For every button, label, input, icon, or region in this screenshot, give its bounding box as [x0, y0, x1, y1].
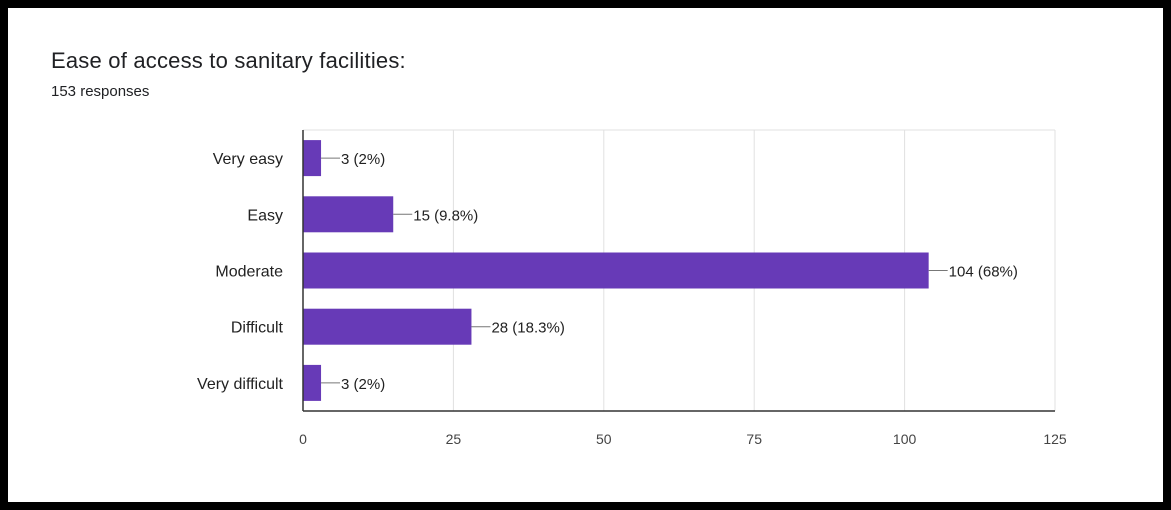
category-label: Difficult	[231, 320, 284, 337]
chart-title: Ease of access to sanitary facilities:	[51, 48, 406, 73]
category-label: Moderate	[215, 264, 283, 281]
bar[interactable]	[303, 308, 472, 345]
category-label: Very difficult	[197, 376, 284, 393]
x-tick-label: 0	[299, 431, 307, 447]
category-label: Easy	[247, 207, 283, 224]
x-tick-label: 50	[596, 431, 612, 447]
bar[interactable]	[303, 364, 322, 401]
bars	[303, 140, 929, 401]
axes	[302, 130, 1055, 412]
bar-chart: 0 25 50 75 100 125 Very easy 3 (2%) Easy 15 (9.8%…	[197, 129, 1067, 447]
labels: 0 25 50 75 100 125 Very easy 3 (2%) Easy 15 (9.8%…	[197, 151, 1067, 447]
x-tick-label: 75	[746, 431, 762, 447]
bar[interactable]	[303, 196, 394, 233]
x-tick-label: 125	[1043, 431, 1067, 447]
bar[interactable]	[303, 140, 322, 177]
x-tick-label: 100	[893, 431, 917, 447]
response-count: 153 responses	[51, 83, 150, 100]
category-label: Very easy	[213, 151, 283, 168]
data-label: 104 (68%)	[949, 264, 1018, 281]
data-label: 28 (18.3%)	[491, 320, 564, 337]
chart-card: Ease of access to sanitary facilities: 1…	[8, 8, 1163, 502]
bar[interactable]	[303, 252, 929, 289]
data-label: 3 (2%)	[341, 376, 385, 393]
data-label: 3 (2%)	[341, 151, 385, 168]
x-tick-label: 25	[446, 431, 462, 447]
data-label: 15 (9.8%)	[413, 207, 478, 224]
